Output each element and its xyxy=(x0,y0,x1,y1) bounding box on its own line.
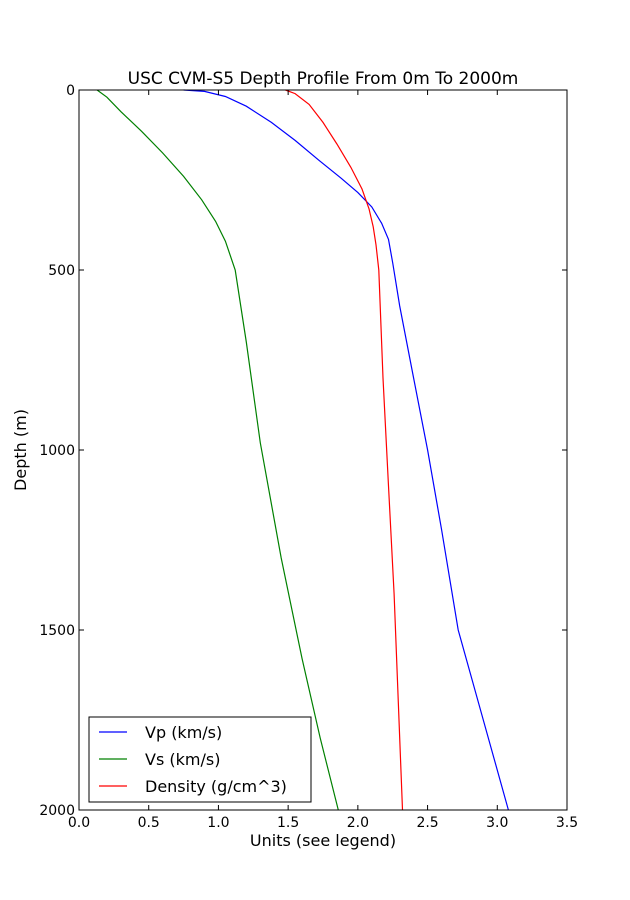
y-tick-label: 0 xyxy=(66,83,75,99)
plot-area xyxy=(78,89,568,811)
y-tick-label: 2000 xyxy=(39,803,75,819)
chart-title: USC CVM-S5 Depth Profile From 0m To 2000… xyxy=(128,69,519,89)
x-tick-label: 3.0 xyxy=(486,815,508,831)
x-axis-label: Units (see legend) xyxy=(250,831,396,850)
x-tick-label: 2.0 xyxy=(347,815,369,831)
series-line-2 xyxy=(285,89,404,811)
x-tick-label: 1.5 xyxy=(277,815,299,831)
legend-label-0: Vp (km/s) xyxy=(145,723,222,742)
series-line-0 xyxy=(183,89,509,811)
y-tick-label: 1500 xyxy=(39,623,75,639)
legend-label-1: Vs (km/s) xyxy=(145,750,220,769)
axis-ticks: 0.0 0.5 1.0 1.5 2.0 2.5 3.0 3.5 0 500 1000 1500 2000 xyxy=(39,83,578,831)
legend: Vp (km/s) Vs (km/s) Density (g/cm^3) xyxy=(88,716,312,803)
y-tick-label: 500 xyxy=(48,263,75,279)
plot-frame xyxy=(78,89,568,811)
x-tick-label: 2.5 xyxy=(416,815,438,831)
y-tick-label: 1000 xyxy=(39,443,75,459)
series-line-1 xyxy=(96,89,339,811)
y-axis-label: Depth (m) xyxy=(11,409,30,491)
x-tick-label: 0.0 xyxy=(68,815,90,831)
x-tick-label: 0.5 xyxy=(138,815,160,831)
x-tick-label: 3.5 xyxy=(556,815,578,831)
legend-label-2: Density (g/cm^3) xyxy=(145,777,287,796)
x-tick-label: 1.0 xyxy=(207,815,229,831)
